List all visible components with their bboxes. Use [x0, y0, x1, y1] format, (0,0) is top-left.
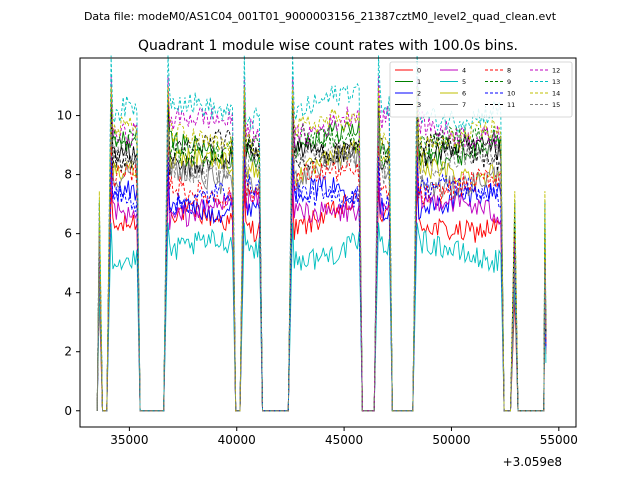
series-15-line: [96, 118, 547, 412]
x-offset-label: +3.059e8: [503, 455, 562, 469]
legend-label-7: 7: [462, 101, 466, 109]
series-12-line: [96, 76, 547, 412]
series-10-line: [96, 156, 547, 412]
x-tick-label: 40000: [218, 433, 256, 447]
y-tick-label: 2: [64, 345, 72, 359]
legend-label-12: 12: [552, 67, 560, 75]
legend-label-4: 4: [462, 67, 466, 75]
series-9-line: [96, 97, 547, 412]
legend-label-15: 15: [552, 101, 560, 109]
chart-title: Quadrant 1 module wise count rates with …: [138, 38, 518, 54]
y-tick-label: 0: [64, 404, 72, 418]
legend-label-6: 6: [462, 90, 466, 98]
legend-label-9: 9: [507, 78, 511, 86]
legend-label-1: 1: [417, 78, 421, 86]
x-tick-label: 35000: [110, 433, 148, 447]
legend-label-10: 10: [507, 90, 515, 98]
legend-label-13: 13: [552, 78, 560, 86]
series-11-line: [96, 104, 547, 412]
series-14-line: [96, 86, 547, 412]
series-4-line: [96, 173, 547, 412]
axes: 35000 40000 45000 50000 55000 0 2 4 6 8 10: [57, 109, 578, 447]
legend-label-8: 8: [507, 67, 511, 75]
legend-label-2: 2: [417, 90, 421, 98]
plot-area: [96, 55, 547, 412]
x-tick-label: 55000: [540, 433, 578, 447]
x-tick-label: 45000: [325, 433, 363, 447]
legend-box: [389, 61, 573, 118]
series-5-line: [96, 222, 547, 412]
plot-frame: [79, 57, 577, 428]
series-3-line: [96, 111, 547, 412]
legend-label-0: 0: [417, 67, 421, 75]
legend-label-5: 5: [462, 78, 466, 86]
series-13-line: [96, 55, 547, 412]
y-tick-label: 4: [64, 286, 72, 300]
x-tick-label: 50000: [432, 433, 470, 447]
series-1-line: [96, 100, 547, 412]
legend-label-14: 14: [552, 90, 560, 98]
series-0-line: [96, 187, 547, 412]
y-tick-label: 6: [64, 227, 72, 241]
legend-label-11: 11: [507, 101, 515, 109]
series-8-line: [96, 145, 547, 412]
y-tick-label: 10: [57, 109, 72, 123]
legend-label-3: 3: [417, 101, 421, 109]
series-6-line: [96, 121, 547, 412]
y-tick-label: 8: [64, 168, 72, 182]
chart-suptitle: Data file: modeM0/AS1C04_001T01_90000031…: [84, 10, 557, 23]
